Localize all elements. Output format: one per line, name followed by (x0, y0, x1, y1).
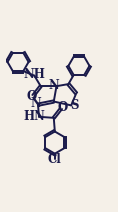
Text: N: N (30, 97, 41, 110)
Text: HN: HN (24, 110, 46, 123)
Text: N: N (48, 79, 59, 92)
Text: Cl: Cl (48, 153, 62, 166)
Text: O: O (27, 90, 37, 103)
Text: S: S (70, 99, 78, 112)
Text: O: O (58, 101, 68, 114)
Text: NH: NH (24, 68, 46, 81)
